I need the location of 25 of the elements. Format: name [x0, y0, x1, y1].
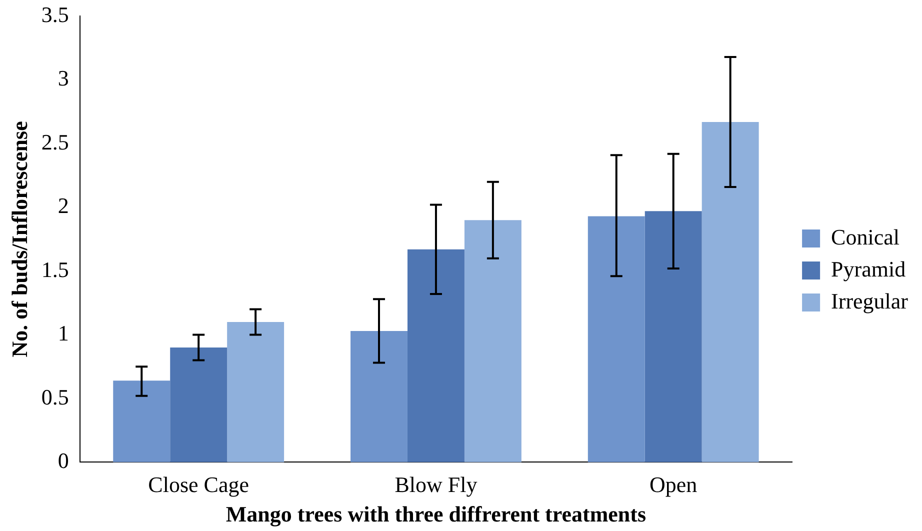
y-tick-label: 3.5 [41, 2, 69, 27]
y-tick-label: 1.5 [41, 256, 69, 282]
bar [588, 216, 645, 462]
y-tick-label: 1 [58, 320, 69, 346]
x-axis-title: Mango trees with three diffrerent treatments [226, 501, 646, 526]
x-tick-label: Blow Fly [394, 472, 478, 498]
y-tick-label: 0 [58, 448, 69, 473]
y-tick-label: 2.5 [41, 129, 69, 154]
bar [407, 249, 464, 462]
x-tick-label: Open [650, 472, 698, 498]
bar [350, 330, 408, 462]
bar [227, 322, 284, 462]
y-tick-label: 3 [58, 66, 69, 91]
bar [644, 211, 702, 462]
x-tick-label: Close Cage [148, 472, 250, 498]
legend-label: Irregular [831, 288, 909, 314]
bar [464, 220, 522, 462]
y-tick-label: 2 [58, 193, 69, 218]
bar [702, 122, 759, 462]
y-tick-label: 0.5 [41, 384, 69, 410]
legend-label: Conical [831, 224, 900, 250]
y-axis-title: No. of buds/Inflorescense [6, 120, 32, 358]
bar [170, 348, 228, 462]
bar [113, 380, 170, 462]
legend-label: Pyramid [831, 256, 906, 282]
